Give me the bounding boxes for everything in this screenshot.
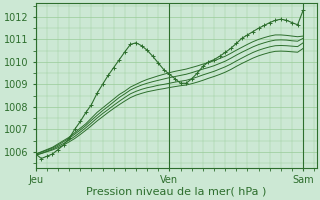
X-axis label: Pression niveau de la mer( hPa ): Pression niveau de la mer( hPa ) (86, 187, 266, 197)
